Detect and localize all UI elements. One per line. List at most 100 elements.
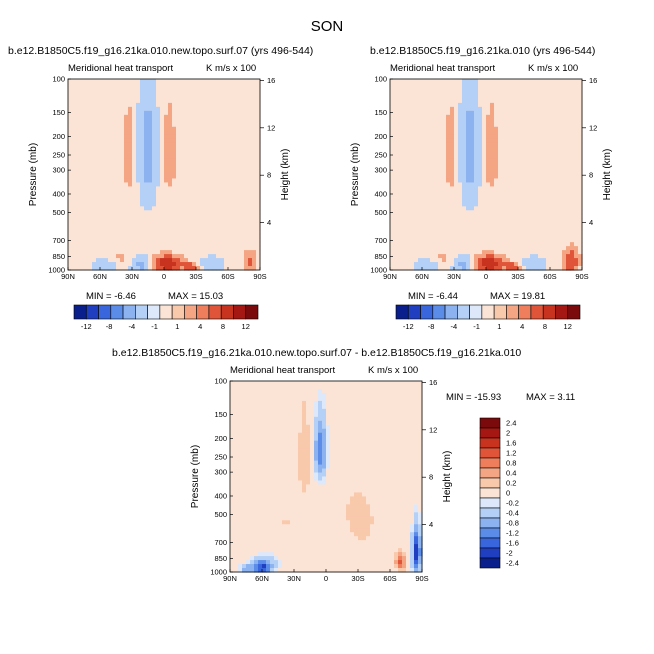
field-cell: [160, 238, 165, 243]
field-cell: [550, 122, 555, 128]
field-cell: [502, 214, 507, 219]
field-cell: [108, 154, 113, 160]
field-cell: [542, 158, 547, 164]
field-cell: [248, 102, 253, 108]
field-cell: [164, 102, 169, 108]
field-cell: [124, 130, 129, 136]
field-cell: [232, 126, 237, 132]
field-cell: [72, 150, 77, 156]
field-cell: [228, 266, 233, 271]
field-cell: [68, 110, 73, 116]
field-cell: [454, 194, 459, 199]
field-cell: [180, 142, 185, 148]
field-cell: [148, 138, 153, 144]
field-cell: [562, 166, 567, 172]
field-cell: [84, 262, 89, 267]
field-cell: [100, 214, 105, 219]
field-cell: [208, 230, 213, 235]
field-cell: [246, 528, 251, 533]
field-cell: [434, 230, 439, 235]
field-cell: [104, 246, 109, 251]
field-cell: [252, 146, 257, 152]
field-cell: [402, 262, 407, 267]
field-cell: [466, 79, 471, 84]
field-cell: [76, 90, 81, 96]
field-cell: [108, 246, 113, 251]
field-cell: [542, 246, 547, 251]
field-cell: [88, 166, 93, 172]
field-cell: [478, 170, 483, 176]
field-cell: [116, 146, 121, 152]
field-cell: [164, 162, 169, 168]
field-cell: [84, 242, 89, 247]
field-cell: [228, 82, 233, 88]
field-cell: [96, 150, 101, 156]
field-cell: [242, 448, 247, 454]
field-cell: [554, 142, 559, 148]
field-cell: [390, 142, 395, 148]
field-cell: [238, 444, 243, 450]
field-cell: [256, 206, 261, 211]
field-cell: [232, 186, 237, 192]
field-cell: [230, 464, 235, 470]
field-cell: [526, 206, 531, 211]
field-cell: [228, 126, 233, 132]
field-cell: [426, 102, 431, 108]
field-cell: [188, 254, 193, 259]
field-cell: [244, 110, 249, 116]
field-cell: [550, 126, 555, 132]
field-cell: [232, 174, 237, 180]
field-cell: [160, 214, 165, 219]
field-cell: [196, 126, 201, 132]
field-cell: [230, 528, 235, 533]
field-cell: [168, 138, 173, 144]
field-cell: [426, 138, 431, 144]
field-cell: [180, 98, 185, 104]
field-cell: [410, 214, 415, 219]
field-cell: [474, 122, 479, 128]
field-cell: [530, 98, 535, 104]
field-cell: [152, 94, 157, 100]
field-cell: [434, 162, 439, 168]
field-cell: [124, 230, 129, 235]
field-cell: [450, 162, 455, 168]
field-cell: [510, 130, 515, 136]
field-cell: [418, 138, 423, 144]
field-cell: [442, 186, 447, 192]
field-cell: [442, 122, 447, 128]
field-cell: [192, 82, 197, 88]
field-cell: [172, 206, 177, 211]
field-cell: [232, 258, 237, 263]
field-cell: [200, 266, 205, 271]
field-cell: [160, 210, 165, 215]
field-cell: [418, 106, 423, 112]
field-cell: [152, 102, 157, 108]
field-cell: [426, 226, 431, 231]
field-cell: [236, 122, 241, 128]
field-cell: [232, 230, 237, 235]
field-cell: [184, 122, 189, 128]
field-cell: [176, 258, 181, 263]
field-cell: [168, 130, 173, 136]
field-cell: [238, 496, 243, 501]
field-cell: [458, 226, 463, 231]
field-cell: [434, 166, 439, 172]
field-cell: [446, 90, 451, 96]
field-cell: [402, 202, 407, 207]
field-cell: [84, 79, 89, 84]
field-cell: [148, 266, 153, 271]
field-cell: [100, 222, 105, 227]
field-cell: [256, 190, 261, 195]
field-cell: [570, 242, 575, 247]
field-cell: [220, 126, 225, 132]
field-cell: [430, 82, 435, 88]
field-cell: [446, 82, 451, 88]
field-cell: [144, 262, 149, 267]
field-cell: [434, 186, 439, 192]
field-cell: [494, 90, 499, 96]
field-cell: [172, 266, 177, 271]
field-cell: [244, 258, 249, 263]
field-cell: [76, 142, 81, 148]
field-cell: [164, 266, 169, 271]
field-cell: [574, 166, 579, 172]
